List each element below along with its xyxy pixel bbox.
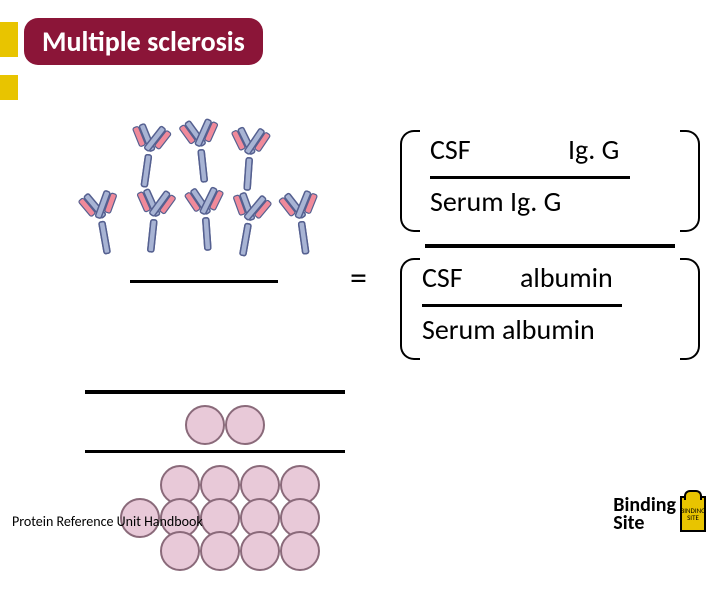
fraction-line [422,304,622,307]
label-csf: CSF [422,260,463,295]
fraction-line [425,244,675,248]
logo-badge-icon: BINDINGSITE [680,496,706,532]
albumin-ratio-bracket: CSF albumin Serum albumin [400,254,700,364]
albumin-circles-big [140,465,360,595]
fraction-line [85,450,345,453]
label-serum-igg: Serum Ig. G [430,184,561,219]
fraction-line [85,390,345,394]
label-csf: CSF [430,132,471,167]
footer-citation: Protein Reference Unit Handbook [12,513,203,530]
label-albumin: albumin [520,260,613,295]
igg-ratio-bracket: CSF Ig. G Serum Ig. G [400,126,700,236]
albumin-circles-small [185,405,265,450]
fraction-line [430,176,630,179]
accent-stripe [0,22,18,57]
label-serum-albumin: Serum albumin [422,312,595,347]
right-formula: CSF Ig. G Serum Ig. G CSF albumin Serum … [400,120,700,370]
accent-stripe [0,75,18,100]
equals-sign: = [350,258,367,299]
slide-title: Multiple sclerosis [24,18,263,65]
binding-site-logo: Binding Site BINDINGSITE [613,496,706,532]
fraction-line [130,280,278,283]
label-igg: Ig. G [568,132,619,167]
